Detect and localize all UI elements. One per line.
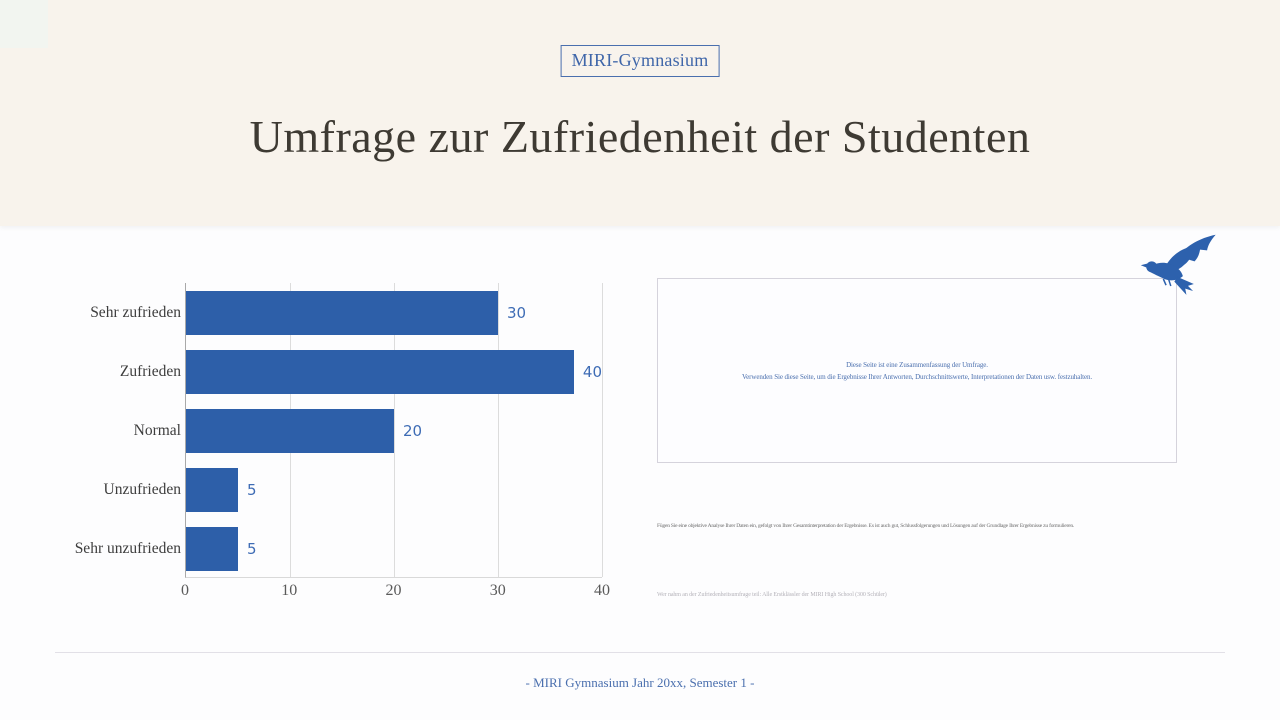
x-tick: 10 (281, 582, 298, 599)
category-label: Sehr zufrieden (90, 303, 181, 321)
bar-row: 5 (186, 519, 602, 578)
page-title: Umfrage zur Zufriedenheit der Studenten (249, 111, 1031, 162)
header-band: MIRI-Gymnasium Umfrage zur Zufriedenheit… (0, 0, 1280, 226)
category-label: Sehr unzufrieden (74, 539, 181, 557)
x-tick: 40 (594, 582, 610, 599)
bar-value-label: 20 (403, 421, 423, 440)
summary-line-2: Verwenden Sie diese Seite, um die Ergebn… (741, 372, 1093, 381)
corner-tint (0, 0, 48, 48)
footer-divider (55, 652, 1225, 653)
bar-sehr-zufrieden (186, 290, 498, 335)
bar-value-label: 5 (247, 539, 257, 558)
x-tick: 0 (181, 582, 189, 599)
gridline (394, 283, 395, 577)
category-label: Normal (133, 421, 181, 439)
chart-category-labels: Sehr zufrieden Zufrieden Normal Unzufrie… (30, 283, 181, 578)
gridline (602, 283, 603, 577)
bar-value-label: 30 (507, 303, 527, 322)
x-tick: 30 (489, 582, 506, 599)
school-badge: MIRI-Gymnasium (560, 45, 720, 77)
x-axis-ticks: 0 10 20 30 40 (181, 582, 610, 602)
bar-value-label: 40 (582, 362, 602, 381)
category-label: Unzufrieden (103, 480, 181, 498)
footer-text: - MIRI Gymnasium Jahr 20xx, Semester 1 - (525, 675, 755, 690)
summary-line-1: Diese Seite ist eine Zusammenfassung der… (846, 360, 988, 369)
participants-note: Wer nahm an der Zufriedenheitsumfrage te… (657, 592, 887, 598)
bar-row: 30 (186, 283, 602, 342)
bar-normal (186, 408, 394, 453)
bar-chart-plot: 30 40 20 5 5 (185, 283, 603, 578)
bar-sehr-unzufrieden (186, 526, 238, 571)
summary-panel: Diese Seite ist eine Zusammenfassung der… (657, 278, 1177, 463)
bar-row: 5 (186, 460, 602, 519)
bar-row: 40 (186, 342, 602, 401)
category-label: Zufrieden (119, 362, 181, 380)
dove-icon (1140, 234, 1216, 295)
x-tick: 20 (385, 582, 402, 599)
bar-value-label: 5 (247, 480, 257, 499)
bar-row: 20 (186, 401, 602, 460)
analysis-note: Fügen Sie eine objektive Analyse Ihrer D… (657, 523, 1075, 529)
bar-unzufrieden (186, 467, 238, 512)
bar-zufrieden (186, 349, 574, 394)
gridline (498, 283, 499, 577)
